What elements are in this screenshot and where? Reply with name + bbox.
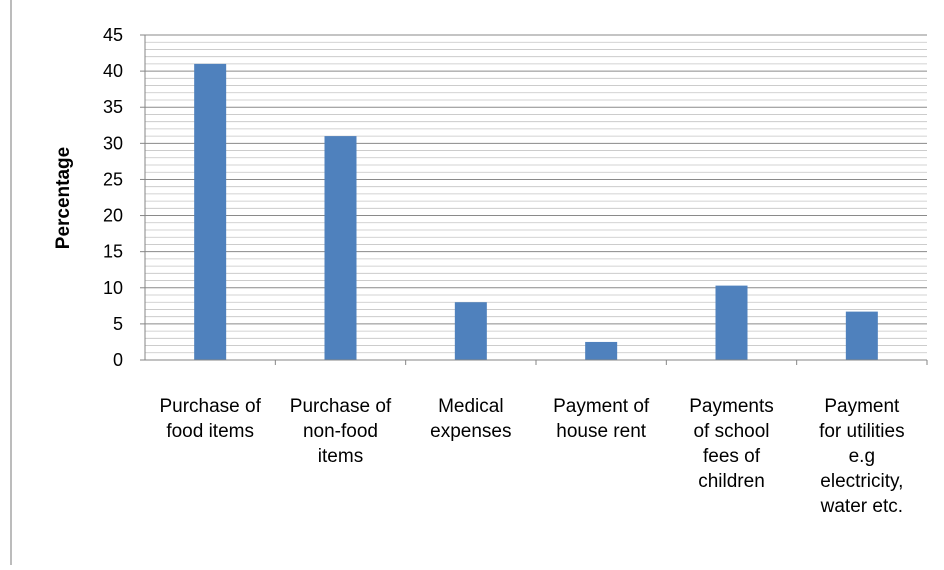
y-tick-label: 10: [103, 278, 123, 298]
y-tick-labels: 0 5 10 15 20 25 30 35 40 45: [103, 25, 123, 370]
y-tick-label: 0: [113, 350, 123, 370]
x-tick-label-line: house rent: [556, 421, 647, 442]
x-tick-label-line: Payments: [689, 396, 773, 417]
x-tick-label: Payments of school fees of children: [689, 396, 773, 492]
x-tick-label: Payment of house rent: [553, 396, 650, 442]
bar: [585, 341, 618, 360]
x-tick-label-line: e.g: [849, 446, 875, 467]
bars: [194, 63, 878, 361]
y-tick-label: 15: [103, 242, 123, 262]
x-tick-label-line: children: [698, 471, 765, 492]
y-tick-label: 35: [103, 97, 123, 117]
x-tick-label: Medical expenses: [430, 396, 511, 442]
x-tick-label: Purchase of non-food items: [290, 396, 392, 467]
bar: [194, 63, 227, 361]
y-axis-label: Percentage: [53, 147, 74, 249]
x-tick-label: Purchase of food items: [159, 396, 261, 442]
axes: [140, 34, 928, 365]
x-tick-label-line: water etc.: [820, 496, 903, 517]
x-tick-label-line: Payment of: [553, 396, 650, 417]
y-tick-label: 20: [103, 206, 123, 226]
x-tick-label-line: Payment: [824, 396, 900, 417]
x-tick-label-line: for utilities: [819, 421, 905, 442]
y-tick-label: 40: [103, 61, 123, 81]
x-tick-label-line: Purchase of: [159, 396, 261, 417]
gridlines: [145, 34, 927, 354]
x-tick-label-line: items: [318, 446, 363, 467]
y-tick-label: 25: [103, 169, 123, 189]
x-tick-label-line: fees of: [703, 446, 761, 467]
x-tick-label-line: food items: [166, 421, 254, 442]
x-tick-label-line: Medical: [438, 396, 503, 417]
x-tick-label-line: non-food: [303, 421, 378, 442]
x-tick-labels: Purchase of food items Purchase of non-food…: [159, 396, 904, 517]
bar: [715, 285, 748, 360]
bar: [324, 136, 357, 360]
y-tick-label: 5: [113, 314, 123, 334]
y-tick-label: 45: [103, 25, 123, 45]
x-tick-label-line: expenses: [430, 421, 511, 442]
x-tick-label: Payment for utilities e.g electricity, water…: [819, 396, 905, 517]
bar: [454, 302, 487, 360]
bar: [845, 311, 878, 360]
y-tick-label: 30: [103, 133, 123, 153]
x-tick-label-line: Purchase of: [290, 396, 392, 417]
x-tick-label-line: electricity,: [820, 471, 903, 492]
x-tick-label-line: of school: [693, 421, 769, 442]
